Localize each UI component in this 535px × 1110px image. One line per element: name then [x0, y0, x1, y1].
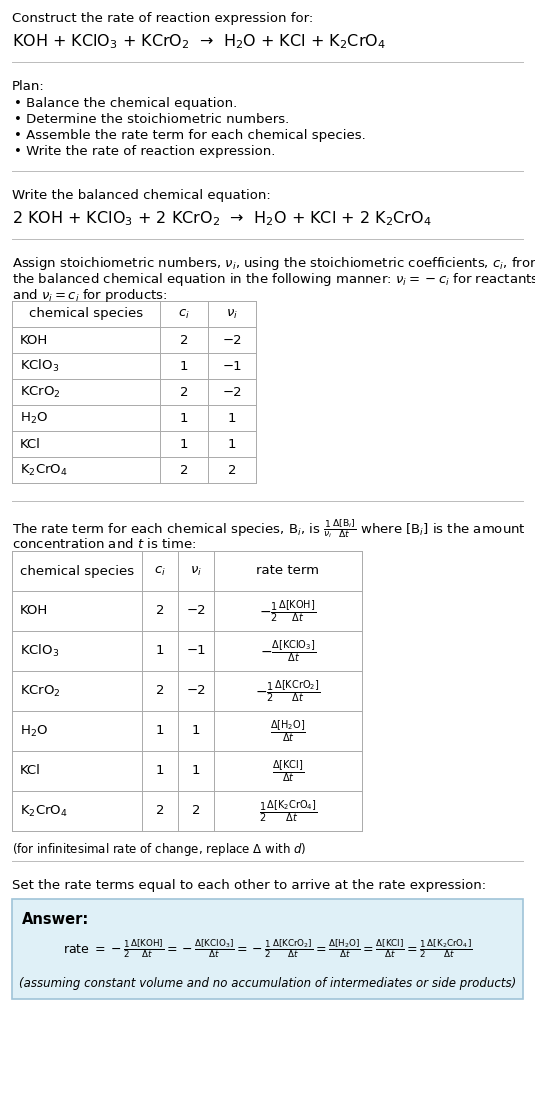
Text: −1: −1: [222, 360, 242, 373]
Text: H$_2$O: H$_2$O: [20, 724, 48, 738]
Text: KOH: KOH: [20, 605, 48, 617]
Text: KOH: KOH: [20, 333, 48, 346]
Text: $-\frac{1}{2}\frac{\Delta[\mathrm{KOH}]}{\Delta t}$: $-\frac{1}{2}\frac{\Delta[\mathrm{KOH}]}…: [259, 598, 317, 624]
Text: 2: 2: [180, 464, 188, 476]
Text: the balanced chemical equation in the following manner: $\nu_i = -c_i$ for react: the balanced chemical equation in the fo…: [12, 271, 535, 287]
Text: Assign stoichiometric numbers, $\nu_i$, using the stoichiometric coefficients, $: Assign stoichiometric numbers, $\nu_i$, …: [12, 255, 535, 272]
Text: Set the rate terms equal to each other to arrive at the rate expression:: Set the rate terms equal to each other t…: [12, 879, 486, 892]
Text: 2: 2: [180, 385, 188, 398]
Text: Construct the rate of reaction expression for:: Construct the rate of reaction expressio…: [12, 12, 314, 26]
Text: −2: −2: [186, 685, 206, 697]
Text: KCl: KCl: [20, 437, 41, 451]
Text: −2: −2: [222, 333, 242, 346]
Text: 2: 2: [156, 805, 164, 817]
Text: $\frac{\Delta[\mathrm{H_2O}]}{\Delta t}$: $\frac{\Delta[\mathrm{H_2O}]}{\Delta t}$: [270, 718, 306, 744]
Text: K$_2$CrO$_4$: K$_2$CrO$_4$: [20, 804, 67, 818]
Text: KOH + KClO$_3$ + KCrO$_2$  →  H$_2$O + KCl + K$_2$CrO$_4$: KOH + KClO$_3$ + KCrO$_2$ → H$_2$O + KCl…: [12, 32, 386, 51]
Text: 1: 1: [228, 437, 236, 451]
Text: KCrO$_2$: KCrO$_2$: [20, 384, 61, 400]
Text: $\nu_i$: $\nu_i$: [226, 307, 238, 321]
Text: 2: 2: [156, 685, 164, 697]
Text: 2: 2: [180, 333, 188, 346]
Text: 2: 2: [192, 805, 200, 817]
Text: $\frac{\Delta[\mathrm{KCl}]}{\Delta t}$: $\frac{\Delta[\mathrm{KCl}]}{\Delta t}$: [272, 758, 304, 784]
Text: $-\frac{\Delta[\mathrm{KClO_3}]}{\Delta t}$: $-\frac{\Delta[\mathrm{KClO_3}]}{\Delta …: [260, 638, 316, 664]
Text: 1: 1: [156, 725, 164, 737]
Bar: [12, 899, 523, 999]
Text: (assuming constant volume and no accumulation of intermediates or side products): (assuming constant volume and no accumul…: [19, 978, 516, 990]
Text: rate term: rate term: [256, 565, 319, 577]
Text: 1: 1: [192, 765, 200, 777]
Text: $c_i$: $c_i$: [154, 565, 166, 577]
Text: (for infinitesimal rate of change, replace Δ with $d$): (for infinitesimal rate of change, repla…: [12, 841, 307, 858]
Text: 2 KOH + KClO$_3$ + 2 KCrO$_2$  →  H$_2$O + KCl + 2 K$_2$CrO$_4$: 2 KOH + KClO$_3$ + 2 KCrO$_2$ → H$_2$O +…: [12, 209, 432, 228]
Text: KClO$_3$: KClO$_3$: [20, 357, 59, 374]
Text: Plan:: Plan:: [12, 80, 45, 93]
Text: and $\nu_i = c_i$ for products:: and $\nu_i = c_i$ for products:: [12, 287, 167, 304]
Text: 2: 2: [228, 464, 236, 476]
Text: • Write the rate of reaction expression.: • Write the rate of reaction expression.: [14, 145, 276, 158]
Text: 1: 1: [156, 645, 164, 657]
Text: $\frac{1}{2}\frac{\Delta[\mathrm{K_2CrO_4}]}{\Delta t}$: $\frac{1}{2}\frac{\Delta[\mathrm{K_2CrO_…: [259, 798, 317, 824]
Text: 1: 1: [156, 765, 164, 777]
Text: KCrO$_2$: KCrO$_2$: [20, 684, 61, 698]
Text: K$_2$CrO$_4$: K$_2$CrO$_4$: [20, 463, 67, 477]
Text: 1: 1: [180, 412, 188, 424]
Text: 1: 1: [180, 437, 188, 451]
Text: concentration and $t$ is time:: concentration and $t$ is time:: [12, 537, 196, 551]
Text: • Balance the chemical equation.: • Balance the chemical equation.: [14, 97, 237, 110]
Text: $c_i$: $c_i$: [178, 307, 190, 321]
Text: • Determine the stoichiometric numbers.: • Determine the stoichiometric numbers.: [14, 113, 289, 127]
Text: 1: 1: [192, 725, 200, 737]
Text: 2: 2: [156, 605, 164, 617]
Text: chemical species: chemical species: [29, 307, 143, 321]
Text: 1: 1: [228, 412, 236, 424]
Text: −2: −2: [186, 605, 206, 617]
Text: • Assemble the rate term for each chemical species.: • Assemble the rate term for each chemic…: [14, 129, 366, 142]
Text: The rate term for each chemical species, B$_i$, is $\frac{1}{\nu_i}\frac{\Delta[: The rate term for each chemical species,…: [12, 517, 526, 539]
Text: rate $= -\frac{1}{2}\frac{\Delta[\mathrm{KOH}]}{\Delta t} = -\frac{\Delta[\mathr: rate $= -\frac{1}{2}\frac{\Delta[\mathrm…: [63, 938, 472, 960]
Text: −1: −1: [186, 645, 206, 657]
Text: $\nu_i$: $\nu_i$: [190, 565, 202, 577]
Text: −2: −2: [222, 385, 242, 398]
Text: H$_2$O: H$_2$O: [20, 411, 48, 425]
Text: $-\frac{1}{2}\frac{\Delta[\mathrm{KCrO_2}]}{\Delta t}$: $-\frac{1}{2}\frac{\Delta[\mathrm{KCrO_2…: [255, 678, 320, 704]
Text: KClO$_3$: KClO$_3$: [20, 643, 59, 659]
Text: 1: 1: [180, 360, 188, 373]
Text: KCl: KCl: [20, 765, 41, 777]
Text: Answer:: Answer:: [22, 912, 89, 927]
Text: Write the balanced chemical equation:: Write the balanced chemical equation:: [12, 189, 271, 202]
Text: chemical species: chemical species: [20, 565, 134, 577]
